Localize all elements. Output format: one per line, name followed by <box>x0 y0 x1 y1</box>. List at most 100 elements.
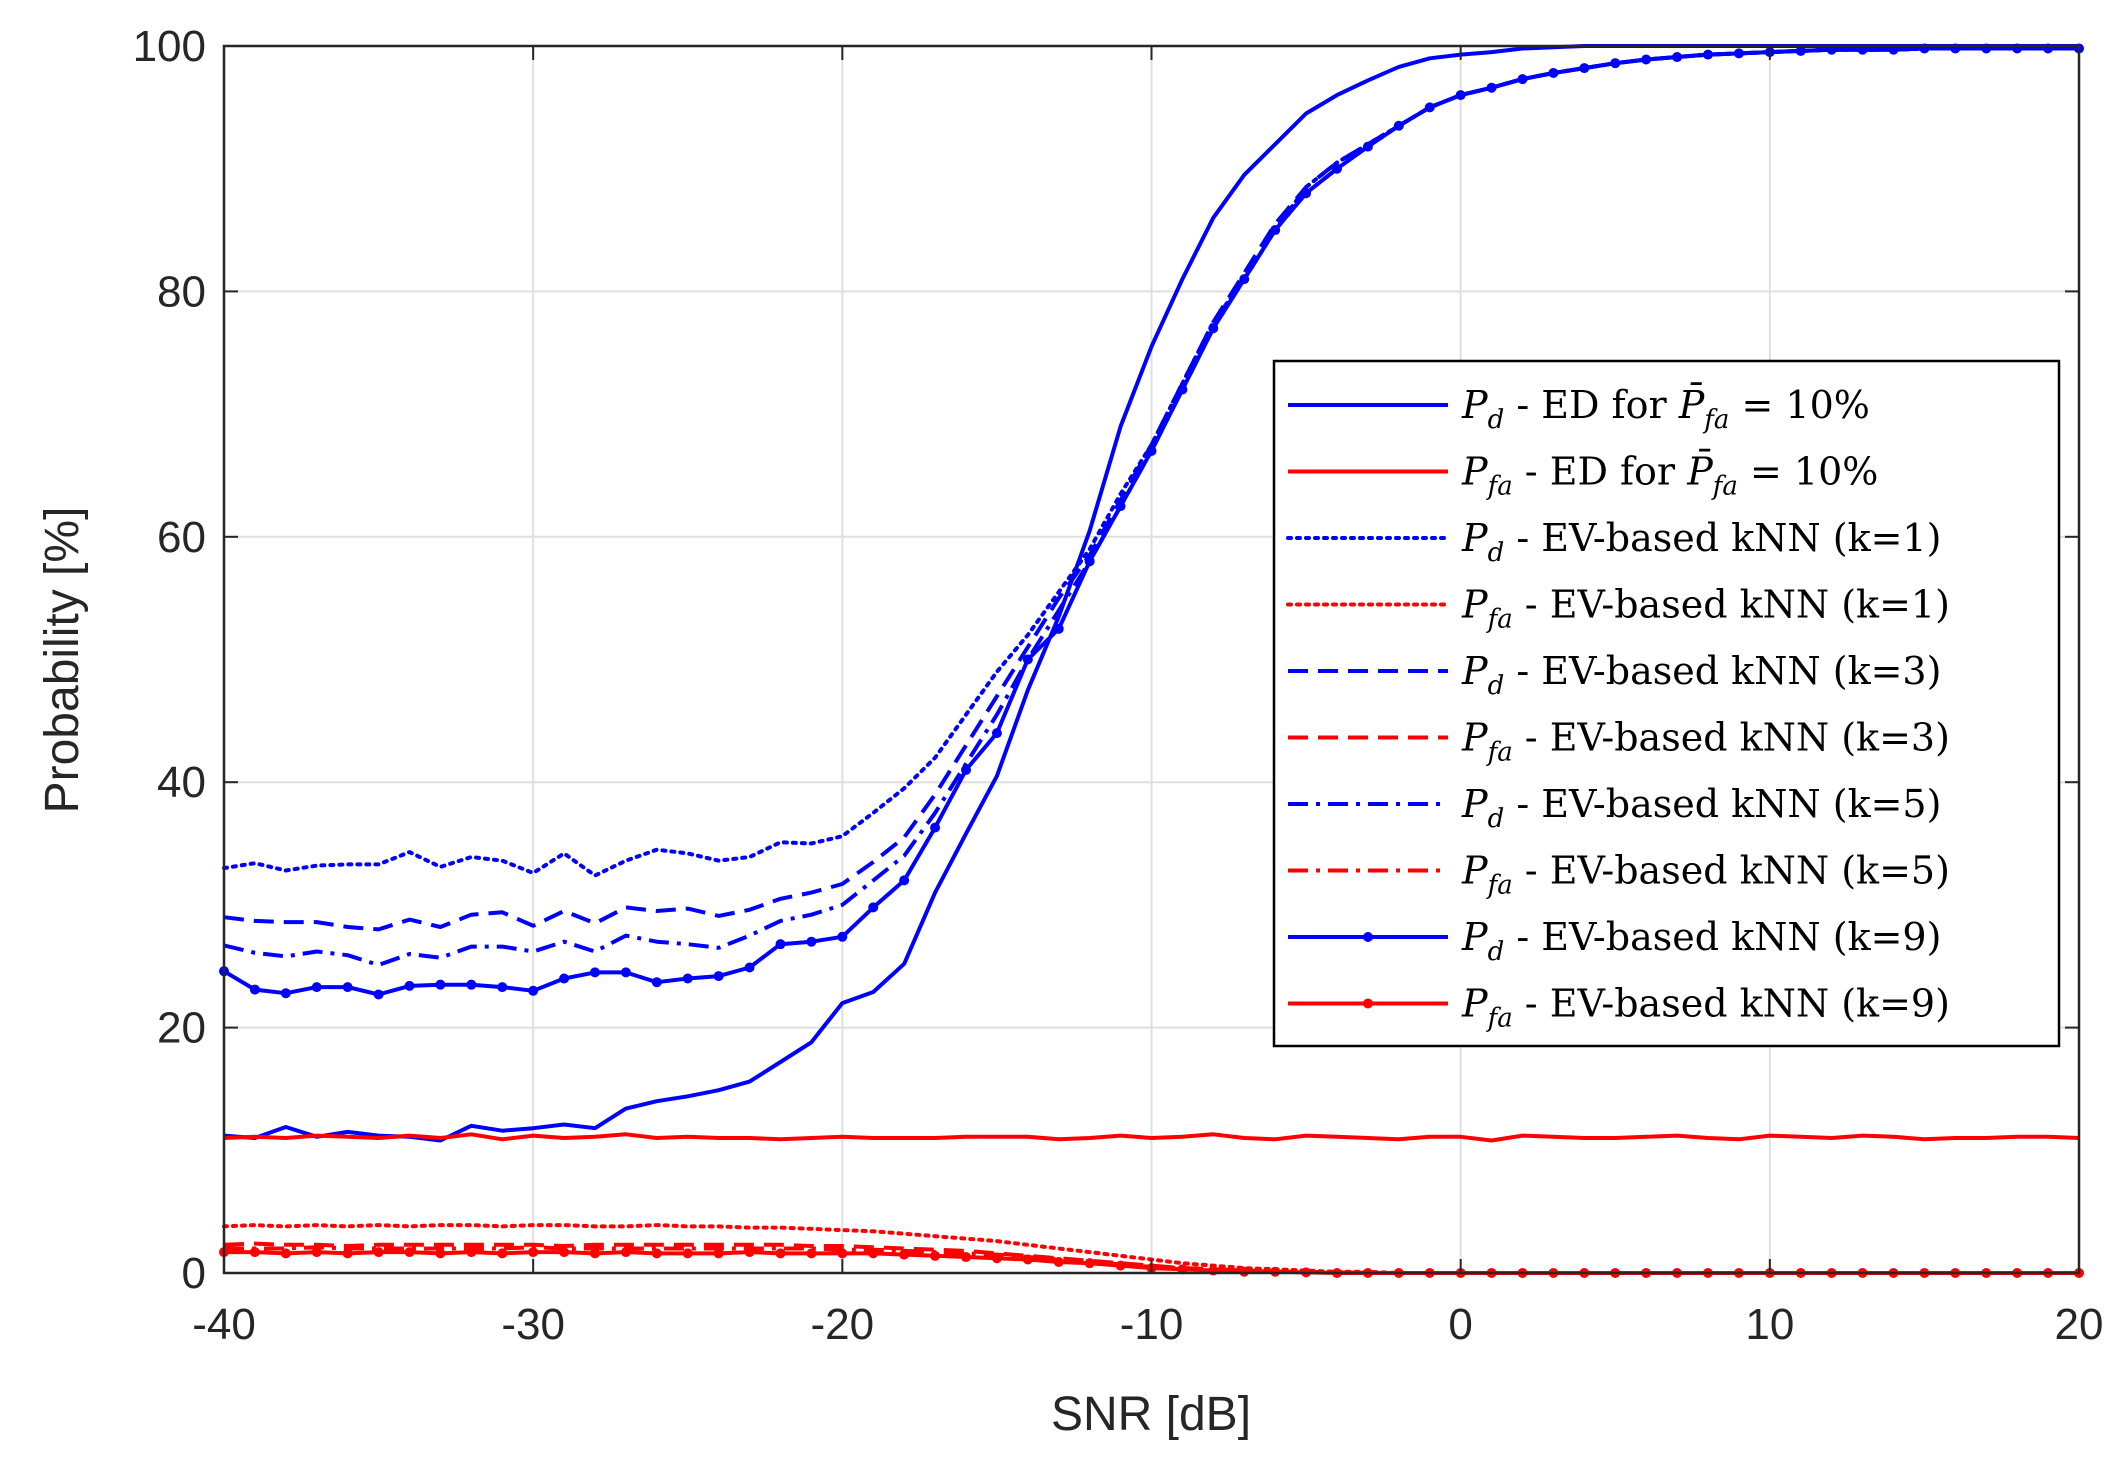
data-point <box>1486 82 1497 93</box>
data-point <box>1053 623 1064 634</box>
data-point <box>620 967 631 978</box>
data-point <box>1146 445 1157 456</box>
data-point <box>744 962 755 973</box>
data-point <box>1424 102 1435 113</box>
data-point <box>961 1252 971 1263</box>
data-point <box>837 1248 848 1259</box>
data-point <box>775 1248 786 1259</box>
legend-marker <box>1363 932 1373 942</box>
legend-label: Pfa - EV-based kNN (k=3) <box>1461 716 1950 768</box>
data-point <box>868 902 879 913</box>
data-point <box>373 1247 384 1258</box>
data-point <box>991 1253 1002 1264</box>
data-point <box>1301 188 1312 199</box>
data-point <box>311 982 322 993</box>
legend-item: Pd - EV-based kNN (k=9) <box>1288 915 1941 967</box>
y-axis-label: Probability [%] <box>36 507 89 814</box>
data-point <box>1208 323 1219 334</box>
legend-box <box>1272 359 2061 1048</box>
data-point <box>744 1247 755 1258</box>
data-point <box>497 1248 508 1259</box>
legend-label: Pd - EV-based kNN (k=1) <box>1461 516 1941 568</box>
data-point <box>713 1248 724 1259</box>
legend-label: Pd - EV-based kNN (k=3) <box>1461 649 1941 701</box>
data-point <box>1517 74 1528 85</box>
data-point <box>1115 501 1126 512</box>
y-tick-label: 100 <box>133 22 206 71</box>
data-point <box>1733 48 1744 59</box>
data-point <box>1084 1258 1095 1269</box>
data-point <box>1022 654 1033 665</box>
data-point <box>806 936 817 947</box>
data-point <box>682 973 693 984</box>
legend-marker <box>1363 998 1373 1009</box>
data-point <box>559 973 570 984</box>
data-point <box>991 728 1002 739</box>
axes: -40 -30 -20 -10 0 10 20 0 20 40 60 80 100 <box>133 22 2104 1349</box>
series-line <box>223 46 2079 932</box>
data-point <box>311 1247 322 1258</box>
data-point <box>1084 556 1095 567</box>
data-point <box>682 1248 693 1259</box>
data-point <box>1053 1256 1064 1267</box>
data-point <box>1332 163 1342 174</box>
legend-item: Pd - EV-based kNN (k=1) <box>1286 516 1941 568</box>
data-point <box>249 1247 260 1258</box>
data-point <box>404 1247 415 1258</box>
data-point <box>1548 67 1559 78</box>
data-point <box>249 984 260 995</box>
legend-label: Pd - ED for P̄fa = 10% <box>1461 383 1870 435</box>
data-point <box>961 764 971 775</box>
data-point <box>559 1247 570 1258</box>
series-1 <box>223 1132 2080 1143</box>
data-point <box>466 979 477 990</box>
x-tick-label: -40 <box>192 1300 256 1349</box>
data-point <box>1641 54 1652 65</box>
legend-label: Pfa - EV-based kNN (k=9) <box>1461 982 1950 1034</box>
y-tick-label: 80 <box>157 267 206 316</box>
legend-item: Pfa - EV-based kNN (k=9) <box>1288 982 1950 1034</box>
legend-label: Pfa - EV-based kNN (k=1) <box>1461 583 1950 635</box>
data-point <box>280 988 291 999</box>
data-point <box>930 822 941 833</box>
data-point <box>1362 141 1373 152</box>
data-point <box>435 979 446 990</box>
data-point <box>837 931 848 942</box>
data-point <box>620 1247 631 1258</box>
legend-label: Pfa - EV-based kNN (k=5) <box>1461 849 1950 901</box>
data-point <box>342 982 353 993</box>
legend-label: Pfa - ED for P̄fa = 10% <box>1461 450 1878 502</box>
series-line <box>223 1132 2080 1143</box>
x-tick-label: -30 <box>501 1300 565 1349</box>
data-point <box>435 1248 446 1259</box>
data-point <box>899 1249 910 1260</box>
data-point <box>1610 58 1621 69</box>
data-point <box>1795 45 1806 56</box>
data-point <box>373 989 384 1000</box>
data-point <box>528 1247 539 1258</box>
x-tick-label: 20 <box>2055 1300 2104 1349</box>
x-tick-label: 0 <box>1448 1300 1472 1349</box>
legend-item: Pd - EV-based kNN (k=5) <box>1288 782 1941 834</box>
legend-item: Pd - EV-based kNN (k=3) <box>1288 649 1941 701</box>
legend-label: Pd - EV-based kNN (k=9) <box>1461 915 1941 967</box>
data-point <box>528 985 539 996</box>
legend-label: Pd - EV-based kNN (k=5) <box>1461 782 1941 834</box>
data-point <box>1177 384 1188 395</box>
data-point <box>1022 1254 1033 1265</box>
x-tick-label: 10 <box>1745 1300 1794 1349</box>
legend-item: Pd - ED for P̄fa = 10% <box>1288 383 1870 435</box>
y-tick-label: 0 <box>182 1249 206 1298</box>
data-point <box>590 967 600 978</box>
data-point <box>651 1248 662 1259</box>
data-point <box>1239 274 1250 285</box>
data-point <box>497 982 508 993</box>
series-4 <box>223 46 2079 932</box>
data-point <box>1703 49 1713 60</box>
data-point <box>775 939 786 950</box>
data-point <box>342 1248 353 1259</box>
legend-item: Pfa - ED for P̄fa = 10% <box>1288 450 1878 502</box>
data-point <box>466 1247 477 1258</box>
legend-item: Pfa - EV-based kNN (k=1) <box>1286 583 1950 635</box>
